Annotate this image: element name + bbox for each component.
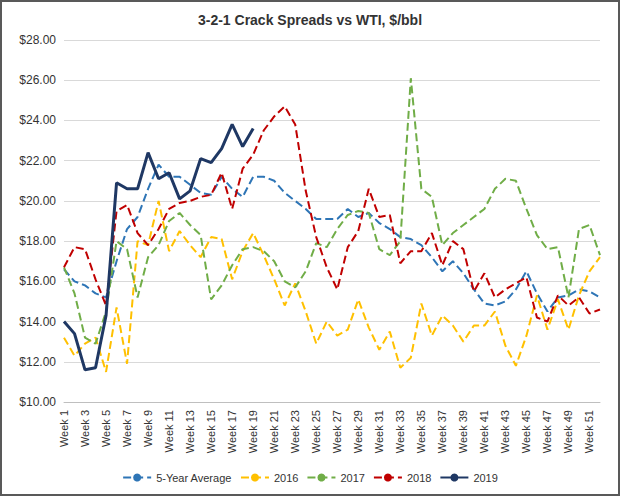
- svg-text:$18.00: $18.00: [19, 234, 56, 248]
- svg-text:$16.00: $16.00: [19, 274, 56, 288]
- svg-text:Week 39: Week 39: [457, 410, 469, 453]
- svg-text:Week 21: Week 21: [268, 410, 280, 453]
- svg-text:Week 23: Week 23: [289, 410, 301, 453]
- svg-text:$10.00: $10.00: [19, 395, 56, 409]
- svg-text:$24.00: $24.00: [19, 113, 56, 127]
- svg-text:2019: 2019: [473, 472, 497, 484]
- svg-text:Week 13: Week 13: [184, 410, 196, 453]
- svg-text:$22.00: $22.00: [19, 154, 56, 168]
- svg-text:Week 27: Week 27: [331, 410, 343, 453]
- svg-text:Week 5: Week 5: [100, 410, 112, 447]
- svg-text:Week 31: Week 31: [373, 410, 385, 453]
- svg-text:Week 11: Week 11: [163, 410, 175, 452]
- svg-text:$14.00: $14.00: [19, 315, 56, 329]
- svg-text:Week 19: Week 19: [247, 410, 259, 453]
- svg-text:2017: 2017: [340, 472, 364, 484]
- svg-text:3-2-1 Crack Spreads vs WTI, $/: 3-2-1 Crack Spreads vs WTI, $/bbl: [198, 12, 422, 28]
- svg-text:2016: 2016: [274, 472, 298, 484]
- svg-text:Week 15: Week 15: [205, 410, 217, 453]
- svg-text:Week 37: Week 37: [436, 410, 448, 453]
- svg-text:Week 41: Week 41: [478, 410, 490, 453]
- svg-text:$12.00: $12.00: [19, 355, 56, 369]
- svg-text:Week 1: Week 1: [58, 410, 70, 447]
- svg-text:Week 47: Week 47: [541, 410, 553, 453]
- svg-text:Week 49: Week 49: [562, 410, 574, 453]
- svg-text:Week 35: Week 35: [415, 410, 427, 453]
- svg-text:$20.00: $20.00: [19, 194, 56, 208]
- svg-text:5-Year Average: 5-Year Average: [156, 472, 231, 484]
- svg-text:Week 17: Week 17: [226, 410, 238, 453]
- svg-text:Week 9: Week 9: [142, 410, 154, 447]
- svg-text:Week 51: Week 51: [583, 410, 595, 453]
- svg-text:Week 45: Week 45: [520, 410, 532, 453]
- svg-text:2018: 2018: [407, 472, 431, 484]
- svg-text:Week 33: Week 33: [394, 410, 406, 453]
- svg-text:Week 3: Week 3: [79, 410, 91, 447]
- svg-text:Week 29: Week 29: [352, 410, 364, 453]
- svg-text:Week 25: Week 25: [310, 410, 322, 453]
- svg-text:$26.00: $26.00: [19, 73, 56, 87]
- svg-text:$28.00: $28.00: [19, 33, 56, 47]
- svg-text:Week 43: Week 43: [499, 410, 511, 453]
- svg-text:Week 7: Week 7: [121, 410, 133, 447]
